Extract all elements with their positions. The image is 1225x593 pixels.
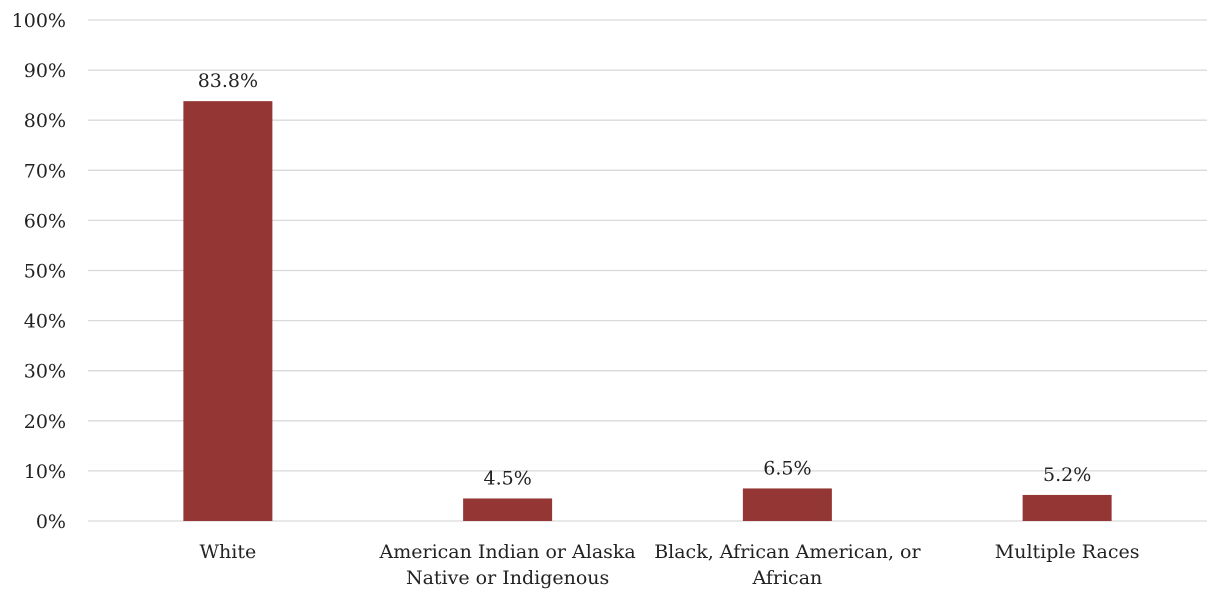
- data-label: 5.2%: [1043, 464, 1091, 486]
- y-tick-label: 0%: [36, 511, 66, 533]
- y-tick-label: 90%: [24, 60, 66, 82]
- y-tick-label: 20%: [24, 411, 66, 433]
- bar: [742, 488, 832, 521]
- bars: [183, 101, 1112, 522]
- bar: [183, 101, 273, 522]
- category-label: Black, African American, or African: [654, 541, 921, 589]
- y-tick-label: 80%: [24, 110, 66, 132]
- category-labels: White American Indian or Alaska Native or …: [200, 541, 1140, 589]
- data-labels: 83.8% 4.5% 6.5% 5.2%: [198, 70, 1092, 489]
- category-label: American Indian or Alaska Native or Indig…: [379, 541, 636, 589]
- y-axis-tick-labels: 0% 10% 20% 30% 40% 50% 60% 70% 80% 90% 100%: [12, 10, 66, 533]
- gridlines: [88, 19, 1207, 522]
- bar: [1022, 494, 1112, 521]
- bar: [463, 498, 553, 521]
- y-tick-label: 30%: [24, 361, 66, 383]
- category-label: Multiple Races: [995, 541, 1140, 563]
- y-tick-label: 70%: [24, 160, 66, 182]
- data-label: 6.5%: [763, 457, 811, 479]
- data-label: 4.5%: [483, 467, 531, 489]
- y-tick-label: 100%: [12, 10, 66, 32]
- category-label: White: [200, 541, 257, 563]
- y-tick-label: 50%: [24, 261, 66, 283]
- y-tick-label: 60%: [24, 210, 66, 232]
- y-tick-label: 40%: [24, 311, 66, 333]
- y-tick-label: 10%: [24, 461, 66, 483]
- data-label: 83.8%: [198, 70, 258, 92]
